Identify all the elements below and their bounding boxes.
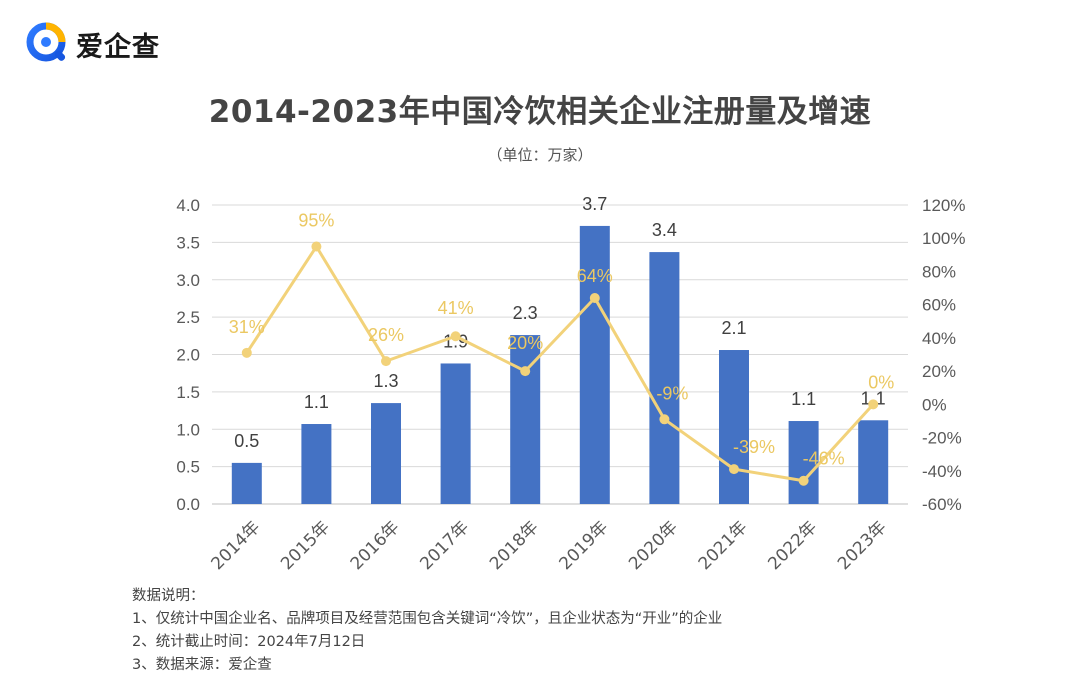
bar-value-label: 3.7 bbox=[582, 194, 607, 214]
brand-logo: 爱企查 bbox=[26, 22, 160, 66]
brand-name: 爱企查 bbox=[76, 31, 160, 63]
bar bbox=[231, 462, 262, 504]
bar-value-label: 0.5 bbox=[234, 431, 259, 451]
x-tick-label: 2017年 bbox=[416, 517, 473, 574]
bar-value-label: 1.3 bbox=[373, 371, 398, 391]
y-left-tick-label: 3.5 bbox=[176, 233, 200, 252]
bar bbox=[510, 335, 541, 504]
y-right-tick-label: 80% bbox=[922, 262, 956, 281]
magnifier-logo-icon bbox=[26, 22, 66, 62]
y-right-tick-label: 0% bbox=[922, 395, 947, 414]
growth-rate-point bbox=[241, 347, 252, 358]
y-right-tick-label: 120% bbox=[922, 196, 965, 215]
x-tick-label: 2021年 bbox=[695, 517, 752, 574]
growth-rate-label: 26% bbox=[368, 325, 404, 345]
x-tick-label: 2019年 bbox=[556, 517, 613, 574]
chart-subtitle: （单位：万家） bbox=[487, 146, 593, 164]
y-right-tick-label: -20% bbox=[922, 429, 962, 448]
y-right-tick-label: 60% bbox=[922, 296, 956, 315]
y-right-tick-label: -60% bbox=[922, 495, 962, 514]
y-left-tick-label: 0.5 bbox=[176, 458, 200, 477]
growth-rate-label: 31% bbox=[229, 317, 265, 337]
bar-value-label: 2.3 bbox=[513, 303, 538, 323]
y-right-tick-label: 20% bbox=[922, 362, 956, 381]
growth-rate-label: 0% bbox=[868, 372, 894, 392]
y-right-tick-label: 100% bbox=[922, 229, 965, 248]
y-left-tick-label: 2.5 bbox=[176, 308, 200, 327]
growth-rate-point bbox=[659, 414, 670, 425]
growth-rate-point bbox=[798, 475, 809, 486]
bar bbox=[371, 403, 401, 504]
bar bbox=[858, 420, 889, 504]
y-left-tick-label: 1.5 bbox=[176, 383, 200, 402]
note-line-2: 2、统计截止时间：2024年7月12日 bbox=[132, 634, 366, 650]
bar bbox=[301, 424, 332, 504]
bar bbox=[788, 421, 819, 504]
y-left-tick-label: 2.0 bbox=[176, 346, 200, 365]
bar bbox=[649, 252, 680, 504]
bar-value-label: 2.1 bbox=[721, 318, 746, 338]
y-left-tick-label: 3.0 bbox=[176, 271, 200, 290]
growth-rate-label: -46% bbox=[803, 449, 845, 469]
growth-rate-point bbox=[520, 366, 531, 377]
x-tick-label: 2022年 bbox=[764, 517, 821, 574]
growth-rate-point bbox=[311, 241, 322, 252]
bar bbox=[719, 350, 749, 504]
x-tick-label: 2023年 bbox=[834, 517, 891, 574]
growth-rate-label: 20% bbox=[507, 333, 543, 353]
bar-value-label: 1.9 bbox=[443, 331, 468, 351]
y-left-tick-label: 4.0 bbox=[176, 196, 200, 215]
growth-rate-point bbox=[868, 399, 879, 410]
bar-value-label: 1.1 bbox=[791, 389, 816, 409]
growth-rate-label: 95% bbox=[298, 211, 334, 231]
bar bbox=[579, 225, 610, 504]
y-right-tick-label: -40% bbox=[922, 462, 962, 481]
note-line-3: 3、数据来源：爱企查 bbox=[132, 657, 272, 673]
data-notes: 数据说明： 1、仅统计中国企业名、品牌项目及经营范围包含关键词“冷饮”，且企业状… bbox=[132, 585, 722, 677]
growth-rate-point bbox=[589, 293, 600, 304]
growth-rate-point bbox=[381, 356, 391, 367]
bar-value-label: 1.1 bbox=[861, 388, 886, 408]
y-right-tick-label: 40% bbox=[922, 329, 956, 348]
y-left-tick-label: 1.0 bbox=[176, 420, 200, 439]
growth-rate-label: -39% bbox=[733, 437, 775, 457]
growth-rate-point bbox=[450, 331, 461, 342]
note-line-1: 1、仅统计中国企业名、品牌项目及经营范围包含关键词“冷饮”，且企业状态为“开业”… bbox=[132, 611, 723, 627]
bar-value-label: 1.1 bbox=[304, 392, 329, 412]
bar bbox=[440, 363, 471, 504]
y-left-tick-label: 0.0 bbox=[176, 495, 200, 514]
notes-heading: 数据说明： bbox=[132, 588, 205, 604]
x-tick-label: 2018年 bbox=[486, 517, 543, 574]
x-tick-label: 2015年 bbox=[277, 517, 334, 574]
x-tick-label: 2020年 bbox=[625, 517, 682, 574]
growth-rate-label: -9% bbox=[656, 383, 688, 403]
bar-value-label: 3.4 bbox=[652, 220, 677, 240]
growth-rate-point bbox=[729, 464, 739, 475]
x-tick-label: 2014年 bbox=[208, 517, 265, 574]
growth-rate-line bbox=[245, 245, 875, 483]
x-tick-label: 2016年 bbox=[347, 517, 404, 574]
growth-rate-label: 64% bbox=[577, 266, 613, 286]
chart-title: 2014-2023年中国冷饮相关企业注册量及增速 bbox=[208, 94, 872, 130]
growth-rate-label: 41% bbox=[438, 298, 474, 318]
